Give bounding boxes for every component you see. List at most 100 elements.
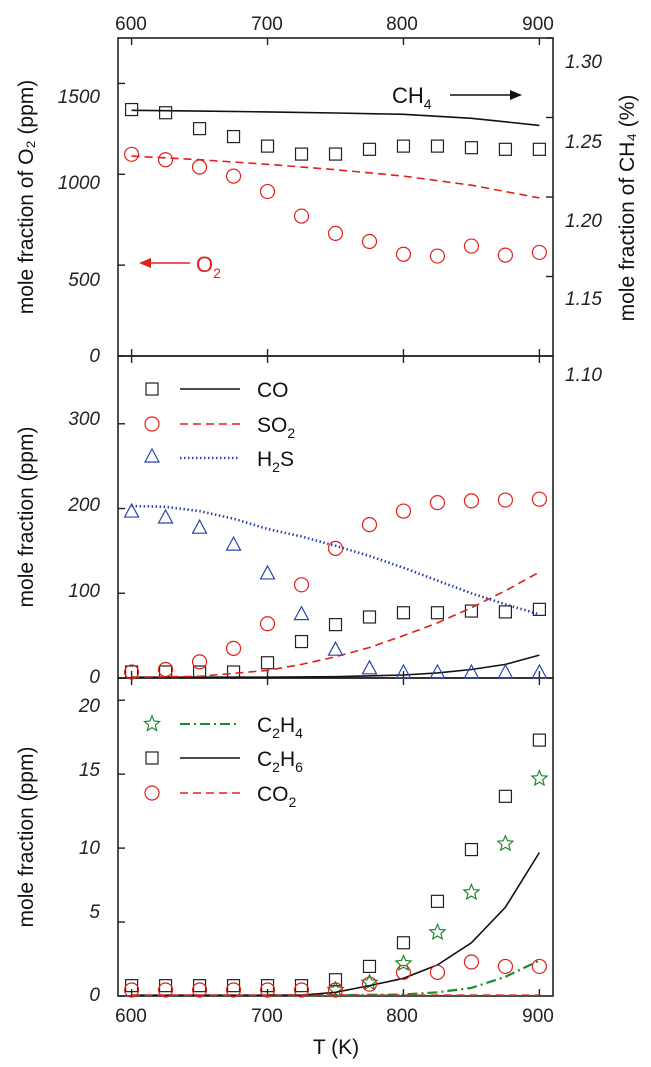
ch4-arrow-head — [510, 90, 522, 100]
data-point-circle — [157, 152, 174, 168]
data-point-circle — [191, 159, 208, 175]
data-point-circle — [157, 661, 174, 678]
data-point-circle — [429, 248, 446, 264]
bottom-panel-frame — [117, 677, 554, 997]
right-y-tick-label: 1.25 — [565, 132, 602, 153]
data-point-circle — [293, 208, 310, 224]
data-point-circle — [361, 517, 378, 533]
data-point-square — [498, 605, 513, 619]
middle-y-tick-labels: 0 100 200 300 — [67, 409, 100, 688]
data-point-square — [464, 842, 479, 857]
data-point-square — [532, 602, 547, 616]
bottom-y-tick-label: 20 — [78, 696, 101, 717]
middle-y-tick-label: 100 — [68, 581, 100, 602]
data-point-square — [294, 147, 309, 161]
bottom-y-tick-label: 0 — [89, 985, 100, 1006]
data-point-circle — [225, 640, 242, 656]
o2-arrow-head — [139, 258, 151, 268]
data-point-circle — [123, 146, 140, 162]
data-point-square — [532, 733, 547, 747]
top-x-tick-label: 600 — [115, 14, 147, 35]
data-point-square — [464, 604, 479, 618]
legend-entry-c2h6: C2H6 — [145, 748, 303, 775]
top-y-tick-label: 1000 — [58, 173, 101, 194]
legend-label-sub: 2 — [289, 794, 297, 810]
data-point-square — [158, 979, 173, 993]
data-point-circle — [225, 982, 242, 998]
data-point-star — [496, 834, 515, 852]
data-point-circle — [531, 244, 548, 261]
middle-legend: CO SO2 H2S — [143, 379, 295, 475]
data-point-star — [530, 769, 549, 787]
bottom-y-tick-label: 15 — [79, 760, 101, 781]
legend-entry-h2s: H2S — [143, 447, 294, 475]
top-y-axis-label: mole fraction of O₂ (ppm) — [15, 80, 38, 315]
data-point-square — [430, 606, 445, 620]
o2-annotation-text: O2 — [196, 252, 221, 281]
ch4-annotation-text: CH4 — [392, 83, 432, 112]
data-point-circle — [361, 233, 378, 250]
data-point-square — [192, 122, 207, 136]
bottom-y-axis-label: mole fraction (ppm) — [15, 747, 38, 928]
data-point-circle — [497, 958, 514, 975]
data-point-triangle — [395, 663, 412, 679]
legend-label-tail: S — [280, 448, 294, 471]
data-point-triangle — [225, 535, 242, 551]
legend-entry-co2: CO2 — [144, 783, 297, 810]
legend-marker-circle — [144, 416, 160, 432]
legend-entry-c2h4: C2H4 — [142, 714, 303, 741]
bottom-x-tick-label: 600 — [115, 1006, 147, 1027]
data-point-circle — [191, 654, 208, 670]
top-x-tick-labels: 600 700 800 900 — [115, 14, 554, 35]
legend-label-co2: CO2 — [257, 783, 297, 810]
data-point-circle — [531, 491, 548, 507]
data-point-circle — [259, 183, 276, 200]
data-point-circle — [123, 664, 140, 680]
data-point-circle — [497, 247, 514, 263]
ch4-base: CH — [392, 83, 424, 108]
top-x-tick-label: 900 — [522, 14, 554, 35]
data-point-circle — [259, 616, 276, 632]
data-point-triangle — [531, 663, 548, 679]
legend-marker-star — [142, 714, 162, 732]
legend-label-base: SO — [257, 414, 287, 437]
top-x-tick-label: 700 — [251, 14, 283, 35]
top-x-tick-label: 800 — [386, 14, 418, 35]
data-point-square — [464, 141, 479, 155]
middle-panel-frame — [117, 355, 554, 679]
top-panel-frame — [117, 37, 554, 357]
ch4-sub: 4 — [424, 96, 432, 112]
data-point-square — [430, 894, 445, 908]
series-line — [131, 654, 540, 678]
data-point-circle — [327, 982, 344, 998]
series-line — [131, 571, 540, 678]
data-point-square — [328, 973, 343, 987]
right-y-tick-label: 1.20 — [565, 211, 602, 232]
data-point-square — [226, 979, 241, 993]
data-point-square — [498, 789, 513, 803]
data-point-circle — [157, 982, 174, 998]
legend-label-c2h4: C2H4 — [257, 714, 303, 741]
legend-label-base: C — [257, 714, 272, 737]
bottom-y-tick-labels: 0 5 10 15 20 — [78, 696, 101, 1006]
top-y-tick-label: 1500 — [58, 87, 101, 108]
top-y-tick-label: 0 — [89, 346, 100, 367]
data-point-circle — [395, 246, 412, 262]
middle-y-axis-label: mole fraction (ppm) — [15, 427, 38, 608]
data-point-square — [362, 142, 377, 156]
data-point-square — [294, 634, 309, 649]
legend-label-tail: H — [280, 714, 295, 737]
data-point-triangle — [259, 564, 276, 580]
data-point-square — [294, 979, 309, 993]
axis-ticks — [118, 37, 553, 997]
legend-marker-square — [145, 382, 159, 396]
legend-label-base: C — [257, 748, 272, 771]
legend-marker-circle — [144, 785, 160, 801]
legend-label-base: CO — [257, 783, 289, 806]
legend-marker-square — [145, 751, 159, 765]
bottom-y-tick-label: 5 — [89, 902, 100, 923]
data-point-circle — [395, 503, 412, 519]
data-point-star — [428, 922, 447, 941]
legend-label-sub: 2 — [272, 459, 280, 475]
data-point-star — [394, 953, 413, 972]
